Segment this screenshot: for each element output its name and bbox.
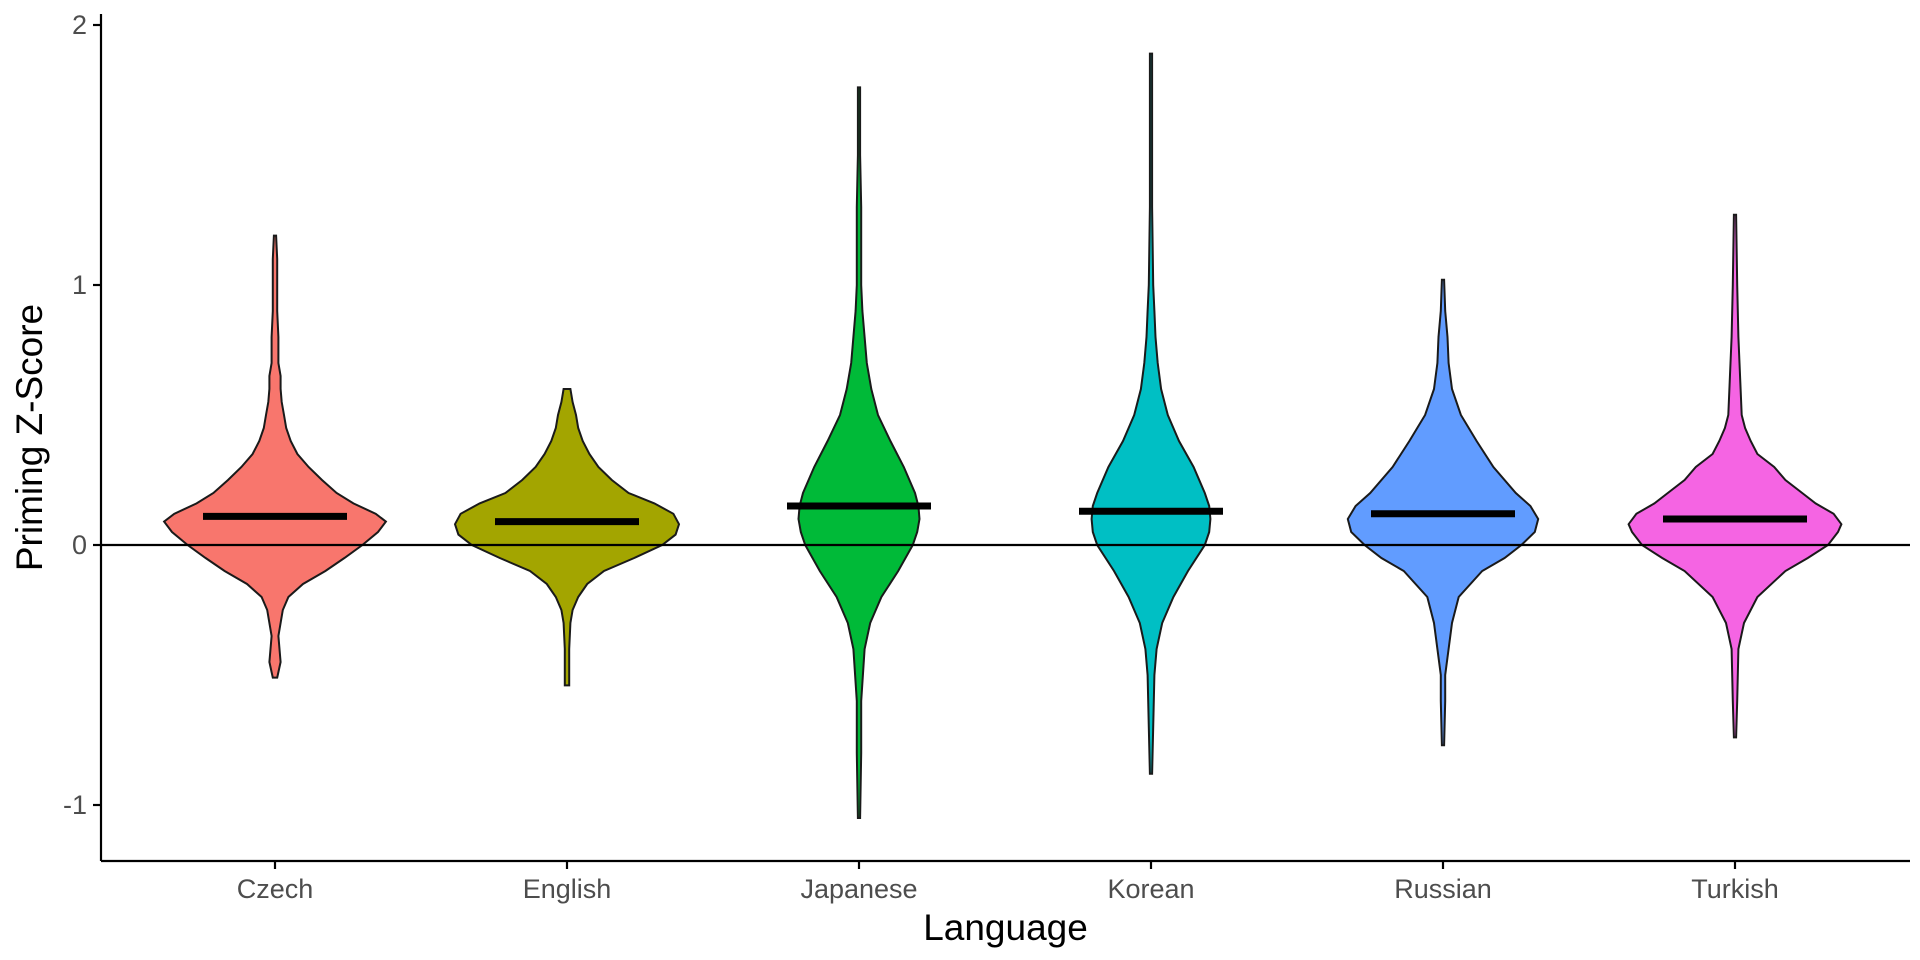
x-tick-label-japanese: Japanese xyxy=(800,874,917,904)
violin-korean xyxy=(1090,52,1212,775)
x-tick-label-turkish: Turkish xyxy=(1691,874,1779,904)
x-tick-label-korean: Korean xyxy=(1107,874,1194,904)
violin-czech xyxy=(162,234,388,679)
y-tick-label: 1 xyxy=(72,270,87,300)
violin-layer xyxy=(162,52,1843,819)
y-tick-label: 2 xyxy=(72,10,87,40)
x-axis-title: Language xyxy=(923,907,1088,948)
y-axis-ticks: -1 0 1 2 xyxy=(63,10,101,820)
x-tick-label-english: English xyxy=(523,874,612,904)
violin-turkish xyxy=(1627,213,1843,739)
y-tick-label: -1 xyxy=(63,790,87,820)
x-tick-label-russian: Russian xyxy=(1394,874,1492,904)
y-axis-title: Priming Z-Score xyxy=(9,304,50,571)
x-axis-ticks: Czech English Japanese Korean Russian Turkish xyxy=(237,861,1779,904)
violin-japanese xyxy=(797,86,921,819)
y-tick-label: 0 xyxy=(72,530,87,560)
x-tick-label-czech: Czech xyxy=(237,874,314,904)
violin-english xyxy=(453,388,681,687)
mean-bar-layer xyxy=(203,502,1807,526)
